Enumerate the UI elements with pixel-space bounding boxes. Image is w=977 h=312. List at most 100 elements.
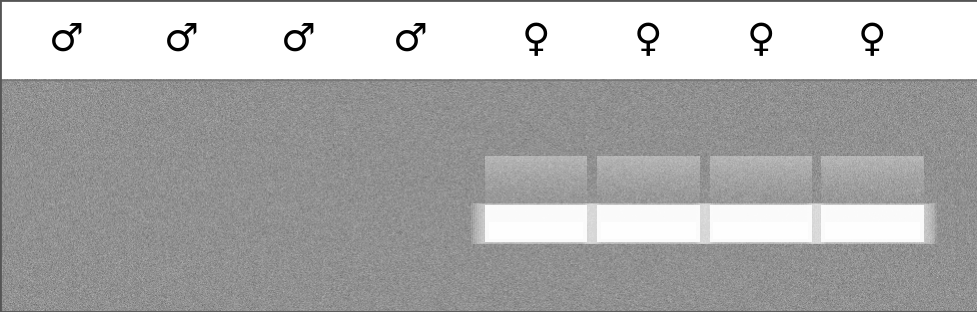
Bar bbox=[709, 172, 811, 174]
Text: ♀: ♀ bbox=[857, 21, 886, 59]
Bar bbox=[485, 206, 586, 208]
Text: ♀: ♀ bbox=[633, 21, 662, 59]
Bar bbox=[709, 174, 811, 176]
Bar bbox=[485, 185, 586, 187]
Bar bbox=[596, 202, 699, 204]
Bar bbox=[709, 179, 811, 181]
Bar bbox=[709, 201, 811, 202]
Bar bbox=[821, 158, 922, 160]
Bar bbox=[709, 160, 811, 162]
Bar bbox=[817, 204, 926, 243]
Bar bbox=[596, 165, 699, 167]
Text: ♂: ♂ bbox=[163, 21, 198, 59]
Bar bbox=[709, 202, 811, 204]
Bar bbox=[588, 204, 707, 243]
Bar bbox=[596, 208, 699, 210]
Bar bbox=[821, 204, 922, 206]
Bar bbox=[485, 162, 586, 163]
Bar bbox=[485, 205, 586, 242]
Bar bbox=[596, 197, 699, 199]
Bar bbox=[596, 169, 699, 171]
Bar bbox=[592, 204, 703, 243]
Bar bbox=[709, 192, 811, 194]
Bar bbox=[709, 190, 811, 192]
Bar bbox=[811, 203, 932, 244]
Bar bbox=[596, 158, 699, 160]
Bar bbox=[821, 169, 922, 171]
Bar bbox=[812, 204, 930, 243]
Bar bbox=[821, 179, 922, 181]
Bar bbox=[485, 174, 586, 176]
Bar bbox=[821, 176, 922, 178]
Bar bbox=[821, 202, 922, 204]
Bar bbox=[481, 204, 590, 243]
Bar bbox=[596, 201, 699, 202]
Bar bbox=[709, 196, 811, 197]
Bar bbox=[821, 205, 922, 242]
Bar bbox=[596, 178, 699, 179]
Bar bbox=[485, 163, 586, 165]
Bar bbox=[485, 187, 586, 188]
Bar bbox=[696, 203, 825, 245]
Bar bbox=[590, 204, 705, 243]
Bar bbox=[821, 206, 922, 208]
Bar bbox=[586, 203, 709, 244]
Bar bbox=[596, 205, 699, 242]
Bar bbox=[821, 197, 922, 199]
Bar bbox=[821, 167, 922, 169]
Bar bbox=[821, 162, 922, 163]
Bar bbox=[475, 203, 596, 244]
Bar bbox=[821, 201, 922, 202]
Bar bbox=[596, 181, 699, 183]
Bar bbox=[709, 181, 811, 183]
Bar bbox=[485, 204, 586, 206]
Bar bbox=[821, 163, 922, 165]
Bar bbox=[596, 190, 699, 192]
Bar bbox=[485, 199, 586, 201]
Bar bbox=[821, 171, 922, 172]
Bar bbox=[819, 205, 924, 243]
Bar bbox=[596, 171, 699, 172]
Text: ♂: ♂ bbox=[49, 21, 84, 59]
Bar bbox=[485, 171, 586, 172]
Bar bbox=[821, 194, 922, 196]
Bar bbox=[485, 181, 586, 183]
Bar bbox=[709, 178, 811, 179]
Bar bbox=[596, 196, 699, 197]
Text: ♀: ♀ bbox=[521, 21, 550, 59]
Bar bbox=[709, 169, 811, 171]
Bar bbox=[596, 167, 699, 169]
Bar bbox=[596, 185, 699, 187]
Bar bbox=[485, 192, 586, 194]
Bar bbox=[596, 187, 699, 188]
Bar bbox=[699, 203, 821, 244]
Bar bbox=[600, 222, 696, 239]
Bar bbox=[596, 172, 699, 174]
Bar bbox=[582, 203, 712, 245]
Bar bbox=[821, 178, 922, 179]
Bar bbox=[709, 167, 811, 169]
Bar bbox=[485, 201, 586, 202]
Bar bbox=[485, 158, 586, 160]
Bar bbox=[596, 199, 699, 201]
Bar bbox=[485, 176, 586, 178]
Bar bbox=[821, 188, 922, 190]
Bar bbox=[709, 183, 811, 185]
Bar bbox=[596, 206, 699, 208]
Bar bbox=[479, 204, 592, 243]
Bar bbox=[485, 165, 586, 167]
Bar bbox=[821, 208, 922, 210]
Bar bbox=[807, 203, 936, 245]
Bar bbox=[485, 169, 586, 171]
Bar bbox=[596, 179, 699, 181]
Bar bbox=[709, 208, 811, 210]
Bar bbox=[596, 176, 699, 178]
Bar bbox=[821, 190, 922, 192]
Bar bbox=[709, 205, 811, 242]
Bar bbox=[477, 204, 594, 243]
Bar bbox=[709, 165, 811, 167]
Bar bbox=[712, 222, 807, 239]
Bar bbox=[709, 176, 811, 178]
Bar bbox=[821, 196, 922, 197]
Bar bbox=[709, 158, 811, 160]
